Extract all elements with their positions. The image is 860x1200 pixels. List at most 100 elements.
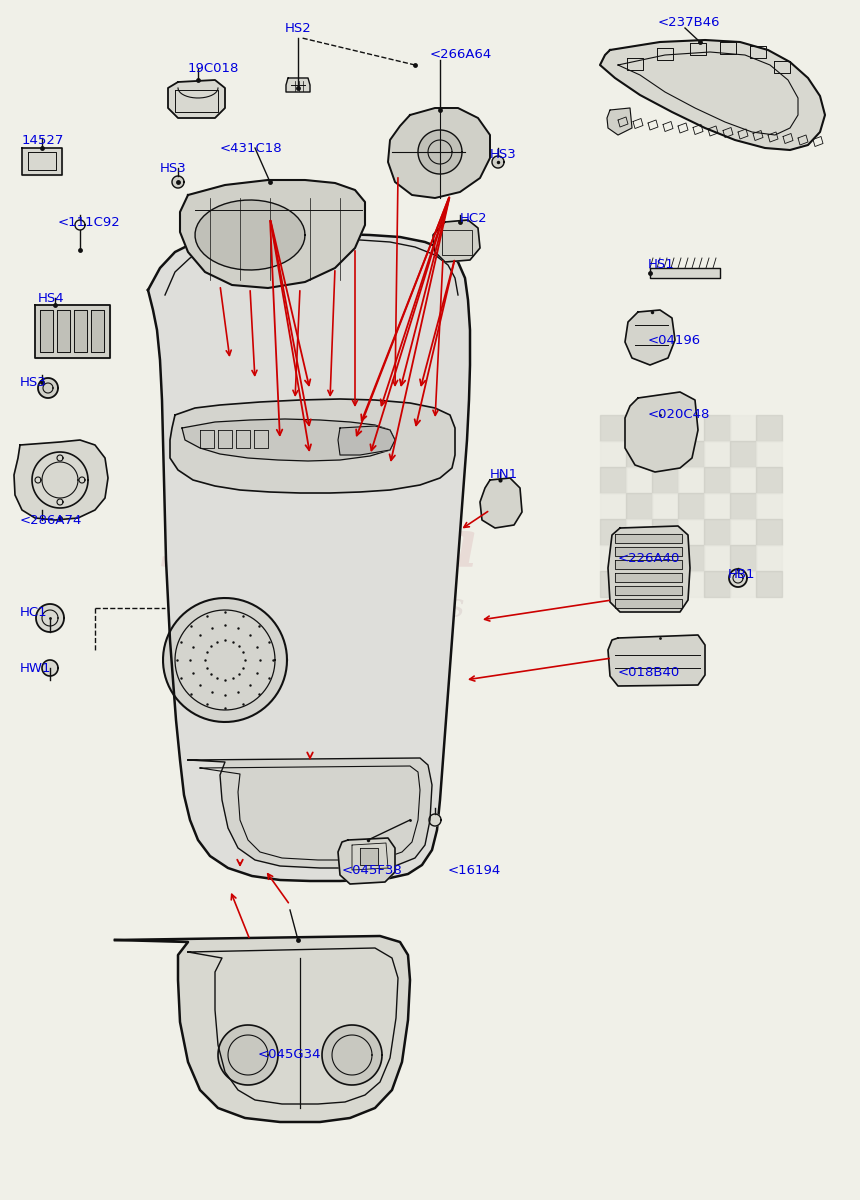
Text: HN1: HN1 xyxy=(490,468,518,481)
Text: HB1: HB1 xyxy=(728,569,755,582)
Bar xyxy=(678,493,704,518)
Bar xyxy=(704,467,730,493)
Bar xyxy=(678,467,704,493)
Bar xyxy=(756,467,782,493)
Bar xyxy=(704,545,730,571)
Bar xyxy=(730,571,756,596)
Polygon shape xyxy=(338,426,395,455)
Polygon shape xyxy=(615,534,682,542)
Polygon shape xyxy=(338,838,395,884)
Text: HS3: HS3 xyxy=(490,149,517,162)
Bar xyxy=(756,518,782,545)
Text: <04196: <04196 xyxy=(648,334,701,347)
Text: scuderia: scuderia xyxy=(161,516,480,581)
Polygon shape xyxy=(625,310,675,365)
Polygon shape xyxy=(492,156,504,168)
Bar xyxy=(652,415,678,440)
Bar xyxy=(652,545,678,571)
Bar xyxy=(626,467,652,493)
Bar xyxy=(600,467,626,493)
Bar xyxy=(600,545,626,571)
Polygon shape xyxy=(115,936,410,1122)
Bar xyxy=(730,467,756,493)
Bar xyxy=(678,440,704,467)
Polygon shape xyxy=(322,1025,382,1085)
Bar xyxy=(652,518,678,545)
Polygon shape xyxy=(180,180,365,288)
Polygon shape xyxy=(650,268,720,278)
Bar xyxy=(652,440,678,467)
Polygon shape xyxy=(433,220,480,262)
Bar xyxy=(626,571,652,596)
Text: <045F38: <045F38 xyxy=(342,864,402,876)
Polygon shape xyxy=(42,660,58,676)
Bar xyxy=(730,545,756,571)
Bar xyxy=(730,440,756,467)
Text: HW1: HW1 xyxy=(20,661,52,674)
Text: <226A40: <226A40 xyxy=(618,552,680,564)
Text: <286A74: <286A74 xyxy=(20,514,83,527)
Bar xyxy=(626,493,652,518)
Bar xyxy=(704,493,730,518)
Text: <237B46: <237B46 xyxy=(658,16,721,29)
Polygon shape xyxy=(195,200,305,270)
Bar xyxy=(704,440,730,467)
Polygon shape xyxy=(148,234,470,881)
Text: c a r    p a r t s: c a r p a r t s xyxy=(216,592,464,624)
Polygon shape xyxy=(14,440,108,520)
Bar xyxy=(652,571,678,596)
Polygon shape xyxy=(182,419,395,461)
Bar xyxy=(600,415,626,440)
Bar xyxy=(678,415,704,440)
Polygon shape xyxy=(57,310,70,352)
Polygon shape xyxy=(40,310,53,352)
Bar xyxy=(626,415,652,440)
Polygon shape xyxy=(615,599,682,608)
Text: <16194: <16194 xyxy=(448,864,501,876)
Text: HS4: HS4 xyxy=(38,292,64,305)
Text: <431C18: <431C18 xyxy=(220,142,283,155)
Polygon shape xyxy=(172,176,184,188)
Bar xyxy=(730,518,756,545)
Text: 14527: 14527 xyxy=(22,133,64,146)
Bar xyxy=(626,518,652,545)
Polygon shape xyxy=(218,1025,278,1085)
Bar xyxy=(704,518,730,545)
Text: <045G34: <045G34 xyxy=(258,1049,322,1062)
Text: HS2: HS2 xyxy=(285,22,311,35)
Bar xyxy=(600,518,626,545)
Polygon shape xyxy=(418,130,462,174)
Polygon shape xyxy=(429,814,441,826)
Polygon shape xyxy=(608,635,705,686)
Bar xyxy=(730,493,756,518)
Bar xyxy=(756,493,782,518)
Polygon shape xyxy=(91,310,104,352)
Polygon shape xyxy=(607,108,632,134)
Text: HS1: HS1 xyxy=(648,258,675,271)
Text: <018B40: <018B40 xyxy=(618,666,680,678)
Polygon shape xyxy=(22,148,62,175)
Bar xyxy=(678,518,704,545)
Text: <111C92: <111C92 xyxy=(58,216,120,228)
Polygon shape xyxy=(74,310,87,352)
Bar xyxy=(600,440,626,467)
Text: HS3: HS3 xyxy=(160,162,187,174)
Bar xyxy=(626,545,652,571)
Polygon shape xyxy=(388,108,490,198)
Text: HC1: HC1 xyxy=(20,606,47,618)
Text: <020C48: <020C48 xyxy=(648,408,710,421)
Polygon shape xyxy=(35,305,110,358)
Bar xyxy=(652,493,678,518)
Bar xyxy=(704,415,730,440)
Bar xyxy=(756,440,782,467)
Text: HS3: HS3 xyxy=(20,376,46,389)
Bar xyxy=(756,571,782,596)
Bar xyxy=(678,571,704,596)
Polygon shape xyxy=(36,604,64,632)
Polygon shape xyxy=(615,560,682,569)
Polygon shape xyxy=(615,572,682,582)
Bar xyxy=(756,415,782,440)
Polygon shape xyxy=(600,40,825,150)
Polygon shape xyxy=(188,758,432,868)
Polygon shape xyxy=(625,392,698,472)
